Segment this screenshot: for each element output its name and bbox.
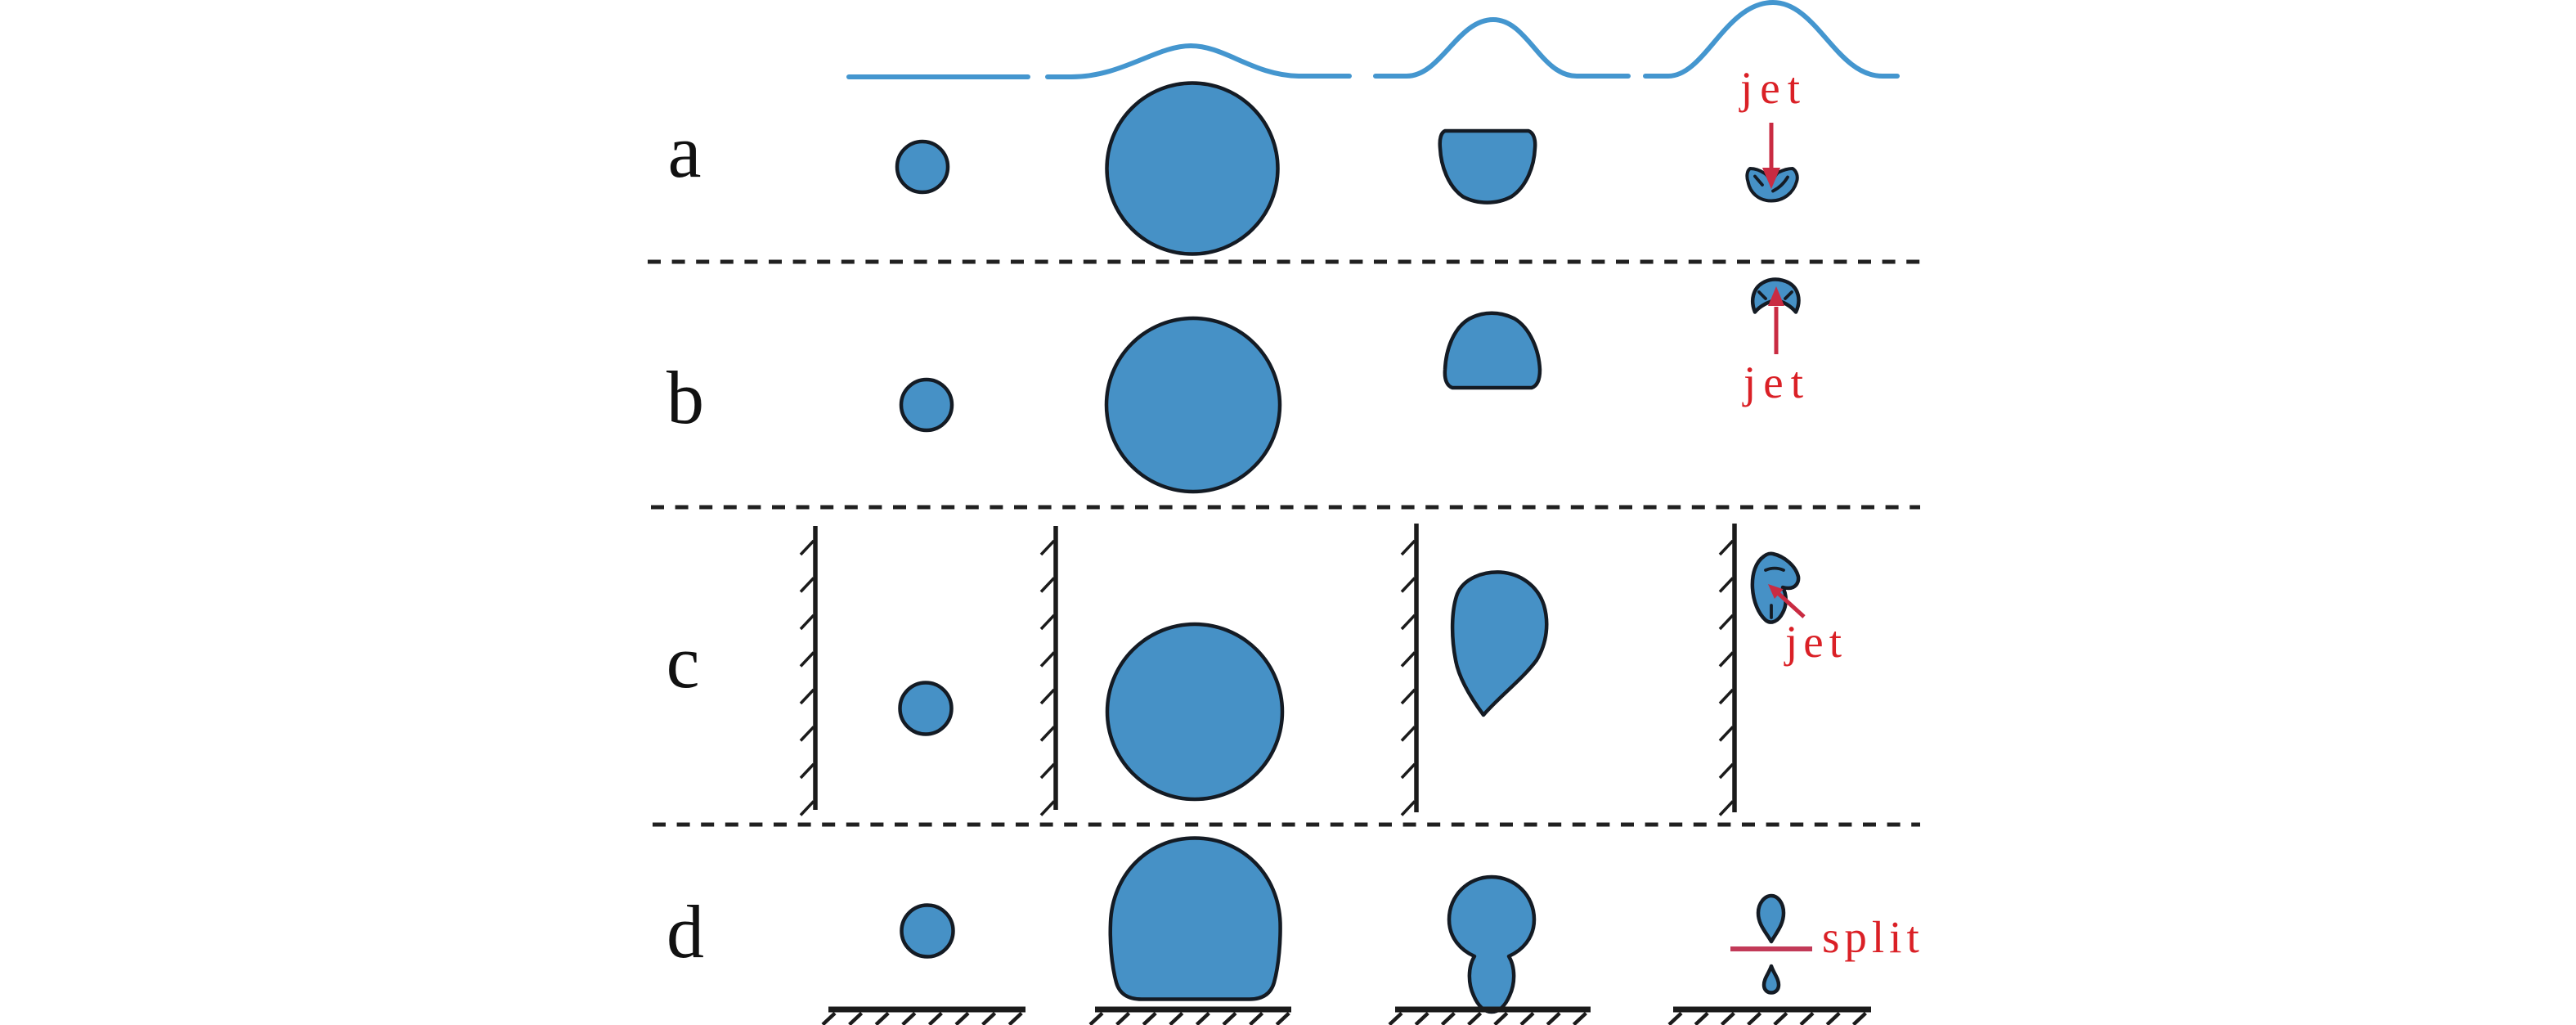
svg-text:d: d xyxy=(666,890,704,973)
svg-text:c: c xyxy=(666,620,700,704)
svg-text:jet: jet xyxy=(1742,357,1811,407)
svg-text:b: b xyxy=(666,356,704,439)
svg-text:a: a xyxy=(668,110,702,193)
svg-text:jet: jet xyxy=(1739,63,1807,113)
svg-text:split: split xyxy=(1822,912,1924,962)
svg-text:jet: jet xyxy=(1784,617,1847,667)
